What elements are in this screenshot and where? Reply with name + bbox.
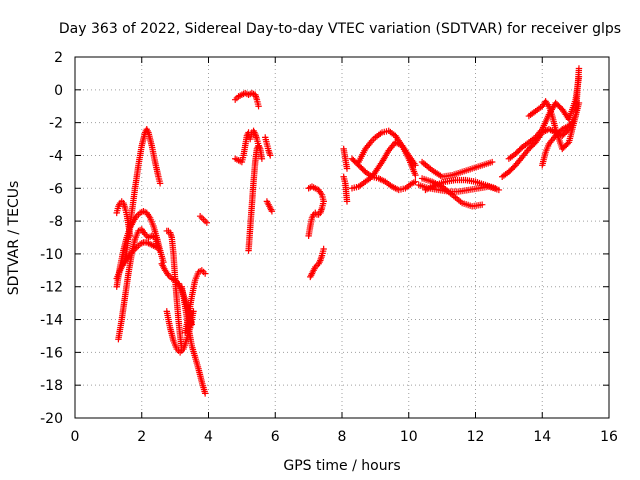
y-tick-label: 0 bbox=[54, 83, 63, 99]
y-tick-label: -8 bbox=[49, 214, 63, 230]
data-point bbox=[255, 103, 262, 110]
y-tick-label: -10 bbox=[40, 247, 63, 263]
x-tick-label: 12 bbox=[467, 429, 485, 445]
data-point bbox=[156, 180, 164, 187]
series-21 bbox=[340, 145, 351, 172]
data-point bbox=[190, 308, 197, 315]
x-tick-label: 16 bbox=[600, 429, 618, 445]
series-5 bbox=[121, 126, 164, 266]
data-point bbox=[412, 162, 419, 169]
y-tick-label: -2 bbox=[49, 116, 63, 132]
series-10 bbox=[181, 267, 209, 336]
x-axis: 0 2 4 6 8 10 12 14 16 bbox=[71, 57, 618, 445]
data-point bbox=[569, 119, 576, 126]
series-20 bbox=[305, 198, 327, 240]
data-point bbox=[492, 185, 499, 192]
x-tick-label: 10 bbox=[400, 429, 418, 445]
series-15 bbox=[247, 127, 262, 149]
series-17 bbox=[263, 198, 276, 215]
series-23 bbox=[348, 155, 419, 194]
series-31 bbox=[505, 73, 583, 162]
data-point bbox=[203, 219, 211, 226]
series-22 bbox=[340, 173, 351, 205]
y-tick-label: -18 bbox=[40, 378, 63, 394]
data-point bbox=[412, 178, 419, 185]
data-point bbox=[495, 186, 503, 194]
series-18 bbox=[305, 183, 327, 205]
series-13 bbox=[232, 129, 252, 166]
x-tick-label: 0 bbox=[71, 429, 80, 445]
series-12 bbox=[232, 89, 262, 110]
data-point bbox=[258, 155, 266, 162]
data-point bbox=[320, 198, 327, 205]
x-axis-label: GPS time / hours bbox=[283, 458, 400, 474]
data-point bbox=[201, 270, 209, 277]
y-tick-label: 2 bbox=[54, 50, 63, 66]
y-tick-label: -4 bbox=[49, 148, 63, 164]
data-point bbox=[255, 142, 262, 149]
plot-frame bbox=[74, 56, 610, 419]
data-point bbox=[267, 152, 274, 159]
y-axis: 2 0 -2 -4 -6 -8 -10 -12 -14 -16 -18 -20 bbox=[40, 50, 609, 427]
data-point bbox=[343, 198, 351, 205]
x-tick-label: 8 bbox=[338, 429, 347, 445]
y-tick-label: -6 bbox=[49, 181, 63, 197]
y-axis-label: SDTVAR / TECUs bbox=[6, 181, 22, 296]
y-tick-label: -12 bbox=[40, 280, 63, 296]
series-33 bbox=[539, 119, 576, 169]
y-tick-label: -20 bbox=[40, 411, 63, 427]
plot-area bbox=[113, 65, 583, 397]
x-tick-label: 2 bbox=[137, 429, 146, 445]
data-point bbox=[412, 171, 419, 179]
series-25 bbox=[355, 127, 419, 169]
series-27 bbox=[418, 158, 496, 180]
data-point bbox=[268, 208, 276, 215]
series-29 bbox=[422, 176, 499, 194]
x-tick-label: 4 bbox=[204, 429, 213, 445]
y-tick-label: -14 bbox=[40, 313, 63, 329]
grid bbox=[75, 57, 609, 418]
series-16 bbox=[262, 134, 274, 159]
series-19 bbox=[307, 245, 327, 281]
data-point bbox=[575, 65, 583, 72]
x-tick-label: 6 bbox=[271, 429, 280, 445]
data-point bbox=[343, 165, 351, 172]
data-point bbox=[320, 245, 327, 253]
series-14 bbox=[245, 142, 266, 254]
data-point bbox=[478, 201, 486, 208]
data-point bbox=[488, 158, 496, 166]
data-point bbox=[156, 247, 164, 254]
y-tick-label: -16 bbox=[40, 345, 63, 361]
x-tick-label: 14 bbox=[533, 429, 551, 445]
series-32 bbox=[525, 65, 583, 153]
chart-title: Day 363 of 2022, Sidereal Day-to-day VTE… bbox=[59, 21, 621, 37]
data-point bbox=[201, 390, 209, 397]
series-11 bbox=[196, 212, 211, 226]
